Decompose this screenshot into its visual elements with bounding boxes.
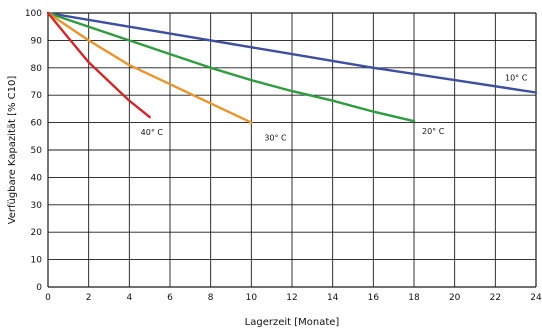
y-tick-label: 90	[31, 36, 43, 46]
x-tick-label: 6	[167, 293, 173, 303]
y-tick-label: 100	[25, 9, 42, 19]
x-tick-label: 24	[530, 293, 542, 303]
series-line	[46, 11, 151, 119]
y-tick-label: 0	[36, 283, 42, 293]
series-line	[46, 11, 538, 94]
y-tick-label: 60	[31, 119, 43, 129]
series-line	[46, 11, 416, 123]
y-tick-label: 30	[31, 201, 43, 211]
x-tick-label: 10	[246, 293, 258, 303]
x-tick-label: 16	[368, 293, 380, 303]
series-label: 40° C	[141, 128, 164, 137]
x-tick-label: 2	[86, 293, 92, 303]
y-tick-label: 80	[31, 64, 43, 74]
x-tick-label: 22	[490, 293, 501, 303]
series-line	[46, 11, 253, 124]
y-tick-label: 40	[31, 173, 43, 183]
x-tick-label: 8	[208, 293, 214, 303]
y-tick-label: 20	[31, 228, 43, 238]
y-tick-label: 70	[31, 91, 43, 101]
series-layer	[46, 11, 538, 124]
x-tick-label: 0	[45, 293, 51, 303]
x-tick-label: 20	[449, 293, 461, 303]
y-tick-label: 50	[31, 146, 43, 156]
y-axis-title: Verfügbare Kapazität [% C10]	[7, 76, 18, 225]
x-tick-label: 4	[126, 293, 132, 303]
series-labels: 10° C 20° C 30° C 40° C	[141, 73, 528, 142]
series-label: 20° C	[422, 127, 445, 136]
x-tick-label: 12	[286, 293, 297, 303]
grid-lines	[47, 12, 537, 288]
x-tick-label: 14	[327, 293, 339, 303]
series-label: 30° C	[264, 134, 287, 143]
y-tick-label: 10	[31, 256, 43, 266]
series-label: 10° C	[505, 73, 528, 82]
tick-labels: 0 2 4 6 8 10 12 14 16 18 20 22 240102030405060708090…	[25, 9, 542, 303]
x-axis-title: Lagerzeit [Monate]	[245, 317, 340, 328]
x-tick-label: 18	[408, 293, 420, 303]
